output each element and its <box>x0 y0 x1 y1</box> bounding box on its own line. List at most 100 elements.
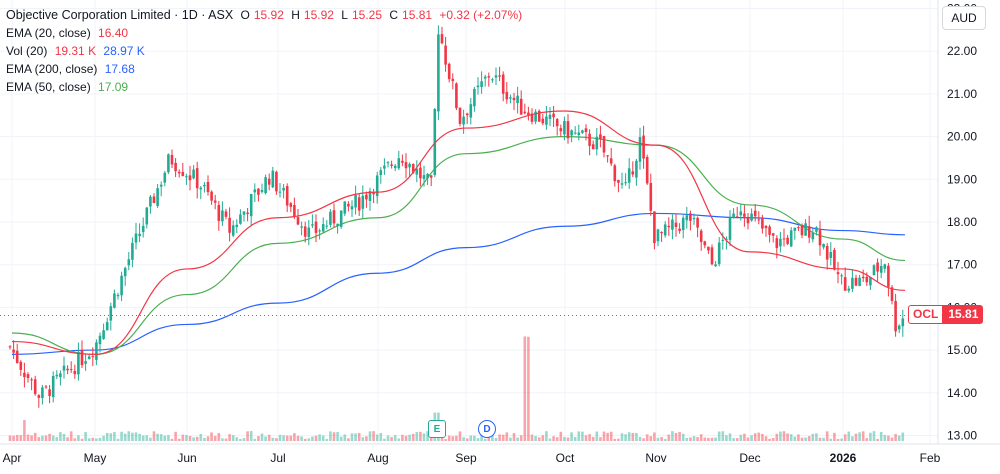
volume-bar <box>69 431 73 441</box>
candle-body <box>735 216 739 218</box>
volume-bar <box>408 434 411 441</box>
candle-body <box>444 45 447 65</box>
volume-bar <box>642 438 645 441</box>
candle-body <box>285 186 289 206</box>
candle-body <box>789 230 793 247</box>
price-tick-label: 14.00 <box>947 386 977 400</box>
volume-bar <box>332 432 336 441</box>
candle-body <box>847 288 851 291</box>
volume-bar <box>23 420 26 441</box>
volume-bar <box>41 435 44 441</box>
candle-body <box>23 372 26 378</box>
candle-body <box>638 137 642 162</box>
volume-bar <box>95 438 98 441</box>
candle-body <box>725 238 728 240</box>
low-label: L <box>341 8 348 22</box>
candle-body <box>825 246 829 260</box>
candle-body <box>721 239 725 241</box>
candle-body <box>300 226 303 228</box>
dividend-event-icon[interactable]: D <box>478 420 496 438</box>
volume-bar <box>897 435 901 441</box>
candle-body <box>386 162 390 164</box>
candle-body <box>656 229 660 242</box>
candle-body <box>505 91 509 100</box>
volume-bar <box>91 437 95 441</box>
volume-bar <box>339 436 343 441</box>
candle-body <box>746 216 750 224</box>
volume-bar <box>224 438 228 441</box>
indicator-value-ma: 28.97 K <box>103 44 145 58</box>
candle-body <box>599 134 602 140</box>
candle-body <box>494 75 498 78</box>
candle-body <box>509 97 512 99</box>
volume-bar <box>131 432 134 441</box>
time-tick-label: Sep <box>455 451 477 465</box>
earnings-event-icon[interactable]: E <box>428 420 446 438</box>
candle-body <box>678 228 681 231</box>
volume-bar <box>350 433 354 441</box>
candle-body <box>451 78 455 82</box>
candle-body <box>696 217 699 228</box>
volume-bar <box>692 436 696 441</box>
candle-body <box>372 192 375 195</box>
volume-bar <box>761 433 764 441</box>
candle-body <box>617 179 620 183</box>
volume-bar <box>159 434 163 441</box>
indicator-volume[interactable]: Vol (20) 19.31 K 28.97 K <box>6 42 526 60</box>
volume-bar <box>185 435 188 441</box>
volume-bar <box>152 431 156 441</box>
candle-body <box>393 165 397 169</box>
candle-body <box>51 375 55 398</box>
volume-bar <box>19 435 23 441</box>
candle-body <box>822 244 825 248</box>
volume-bar <box>552 436 555 441</box>
indicator-ema20[interactable]: EMA (20, close) 16.40 <box>6 24 526 42</box>
candle-body <box>95 342 98 360</box>
volume-bar <box>699 434 703 441</box>
volume-bar <box>588 434 591 441</box>
volume-bar <box>444 438 447 441</box>
volume-bar <box>275 438 278 441</box>
volume-bar <box>465 438 469 441</box>
currency-button[interactable]: AUD <box>942 6 986 30</box>
candle-body <box>786 237 789 244</box>
volume-bar <box>530 434 534 441</box>
candle-body <box>174 162 177 172</box>
candle-body <box>570 130 573 136</box>
volume-bar <box>840 438 843 441</box>
indicator-label: EMA (20, close) <box>6 26 91 40</box>
candle-body <box>347 203 350 207</box>
indicator-ema50[interactable]: EMA (50, close) 17.09 <box>6 78 526 96</box>
volume-bar <box>357 432 361 441</box>
volume-bar <box>473 435 476 441</box>
candle-body <box>581 130 584 133</box>
candle-body <box>681 217 685 231</box>
price-tick-label: 20.00 <box>947 130 977 144</box>
volume-bar <box>37 437 41 441</box>
volume-bar <box>872 431 876 441</box>
indicator-line <box>11 136 906 355</box>
volume-bar <box>591 436 595 441</box>
candle-body <box>41 387 44 399</box>
candle-body <box>314 221 318 233</box>
indicator-label: Vol (20) <box>6 44 48 58</box>
volume-bar <box>73 438 77 441</box>
candle-body <box>163 172 167 183</box>
volume-bar <box>98 437 102 441</box>
indicator-ema200[interactable]: EMA (200, close) 17.68 <box>6 60 526 78</box>
volume-bar <box>113 431 116 441</box>
volume-bar <box>246 431 249 441</box>
volume-bar <box>865 438 869 441</box>
candle-body <box>732 213 735 218</box>
candle-body <box>408 163 411 168</box>
candle-body <box>246 212 249 215</box>
symbol-header[interactable]: Objective Corporation Limited · 1D · ASX… <box>6 6 526 24</box>
candle-body <box>473 88 476 107</box>
time-tick-label: 2026 <box>830 451 857 465</box>
volume-bar <box>829 438 833 441</box>
candle-body <box>87 356 91 360</box>
volume-bar <box>649 436 653 441</box>
volume-bar <box>617 438 620 441</box>
volume-bar <box>239 438 242 441</box>
